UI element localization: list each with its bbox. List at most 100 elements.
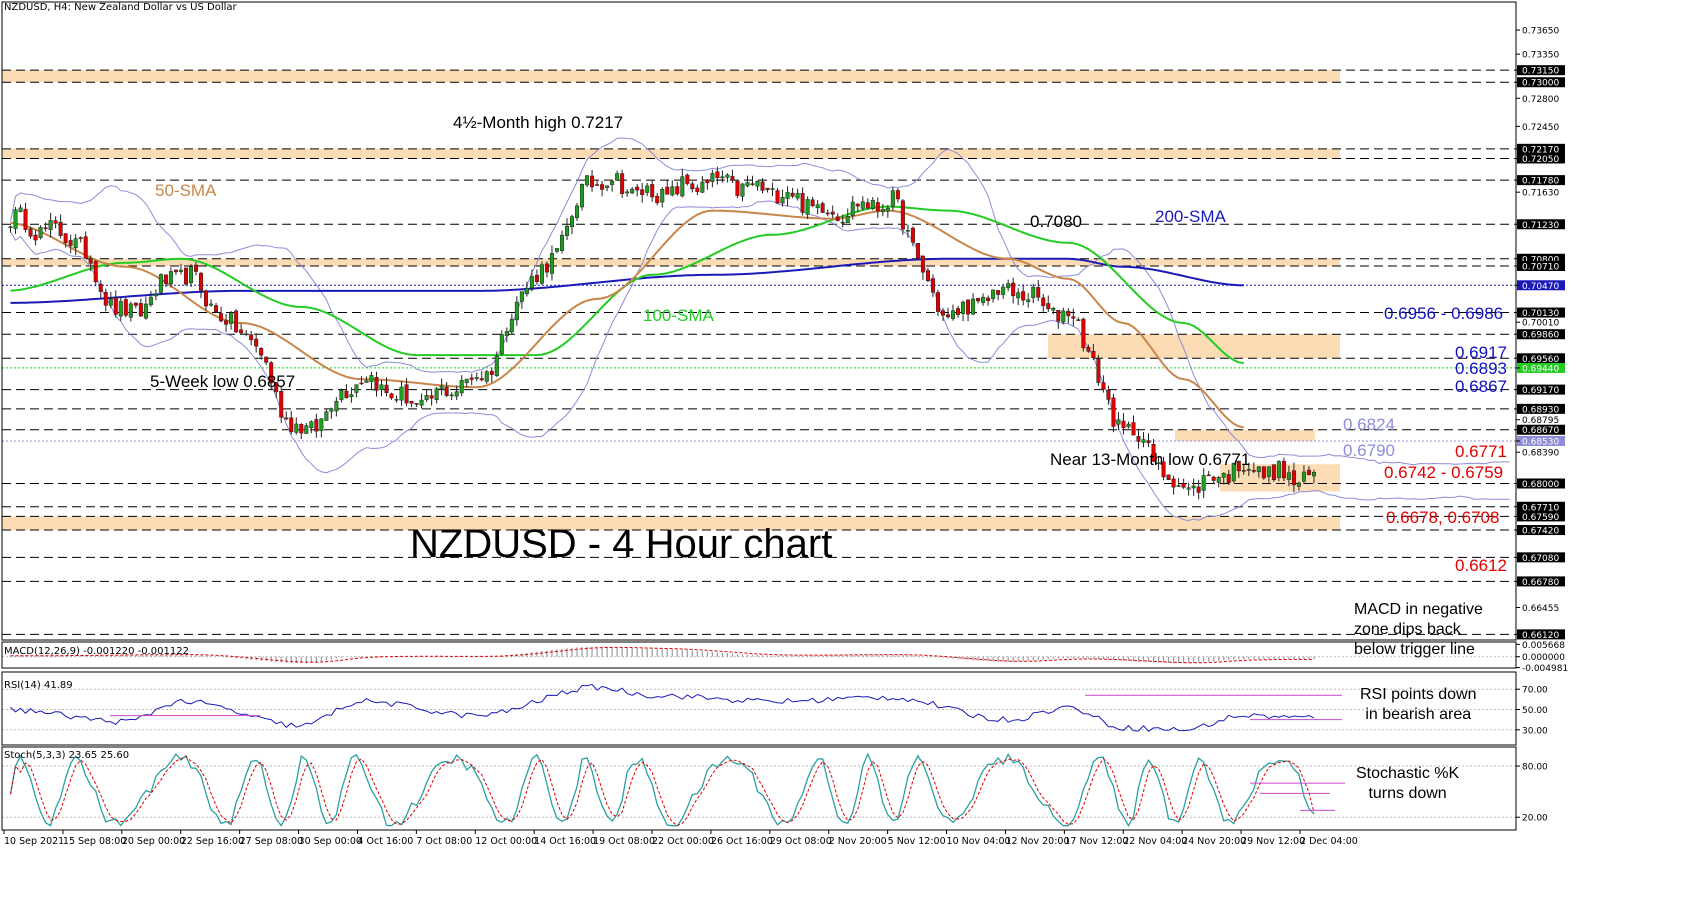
- candle: [675, 181, 680, 196]
- candle-body: [785, 192, 790, 199]
- candle-body: [449, 394, 454, 397]
- candle-body: [680, 176, 685, 197]
- candle-body: [399, 386, 404, 401]
- candle-body: [264, 356, 269, 363]
- candle: [1291, 462, 1296, 493]
- candle: [168, 267, 173, 288]
- candle-body: [48, 220, 53, 230]
- candle: [1096, 354, 1101, 386]
- price-tick-label: 0.72050: [1522, 155, 1559, 165]
- candle-body: [414, 403, 419, 405]
- candle: [1011, 277, 1016, 304]
- candle: [163, 274, 168, 287]
- price-tick-label: 0.73350: [1522, 51, 1559, 61]
- candle: [760, 178, 765, 194]
- candle-body: [178, 269, 183, 272]
- price-tag-bg: [1517, 219, 1565, 230]
- candle-body: [905, 230, 910, 232]
- candle: [1091, 343, 1096, 360]
- label-sma100: 100-SMA: [643, 306, 714, 325]
- x-tick-label: 29 Nov 12:00: [1241, 836, 1305, 847]
- candle-body: [790, 192, 795, 197]
- candle: [1106, 385, 1111, 405]
- candle: [940, 307, 945, 322]
- candle-body: [655, 196, 660, 204]
- candle: [1051, 306, 1056, 315]
- candle-body: [234, 310, 239, 333]
- candle-body: [590, 175, 595, 188]
- candle: [885, 205, 890, 218]
- candle-body: [404, 384, 409, 404]
- candle: [1101, 375, 1106, 393]
- candle-body: [204, 290, 209, 307]
- candle-body: [113, 297, 118, 315]
- candle: [314, 413, 319, 438]
- candle: [158, 273, 163, 295]
- x-tick-label: 15 Sep 08:00: [63, 836, 126, 847]
- candle-body: [1081, 318, 1086, 349]
- candle: [895, 188, 900, 203]
- candle-body: [1291, 470, 1296, 486]
- candle: [580, 183, 585, 211]
- candle: [690, 181, 695, 193]
- candle-body: [690, 183, 695, 190]
- candle: [414, 403, 419, 407]
- candle: [925, 267, 930, 283]
- candle-body: [469, 377, 474, 380]
- price-tag-bg: [1517, 362, 1565, 373]
- candle: [650, 180, 655, 202]
- candle: [845, 208, 850, 223]
- candle: [514, 296, 519, 326]
- candle-body: [800, 192, 805, 213]
- candle: [38, 225, 43, 240]
- stoch-tick-label: 80.00: [1522, 763, 1548, 773]
- candle: [449, 392, 454, 401]
- candle: [1281, 457, 1286, 482]
- candle: [961, 300, 966, 322]
- candle-body: [459, 380, 464, 394]
- candle-body: [143, 303, 148, 319]
- candle: [810, 196, 815, 208]
- candle: [93, 259, 98, 287]
- candle: [264, 356, 269, 365]
- candle: [23, 202, 28, 233]
- candle: [133, 302, 138, 309]
- candle: [1056, 309, 1061, 329]
- x-tick-label: 12 Nov 20:00: [1005, 836, 1069, 847]
- candle: [13, 206, 18, 234]
- candle-body: [474, 377, 479, 379]
- candle-body: [1126, 423, 1131, 428]
- sma200-line: [10, 257, 1244, 304]
- price-tag-bg: [1517, 77, 1565, 88]
- price-tick-label: 0.66120: [1522, 631, 1559, 641]
- candle-body: [880, 209, 885, 212]
- candle: [1251, 462, 1256, 474]
- candle-body: [539, 264, 544, 284]
- candle-body: [93, 261, 98, 283]
- x-tick-label: 22 Sep 16:00: [181, 836, 244, 847]
- candle-body: [18, 207, 23, 213]
- price-tag-bg: [1517, 552, 1565, 563]
- candle-body: [830, 211, 835, 215]
- candle: [173, 269, 178, 275]
- bollinger-bands: [10, 137, 1510, 522]
- stoch-k-line: [9, 752, 1315, 828]
- candle-body: [138, 303, 143, 317]
- candle: [1126, 421, 1131, 429]
- candle: [1221, 472, 1226, 485]
- candle: [389, 392, 394, 400]
- candle: [1081, 317, 1086, 352]
- candle-body: [269, 362, 274, 384]
- candle-body: [494, 355, 499, 377]
- candle-body: [1026, 299, 1031, 303]
- price-tick-label: 0.69560: [1522, 355, 1559, 365]
- candle: [700, 175, 705, 194]
- candle-body: [981, 296, 986, 303]
- rsi-tick-label: 30.00: [1522, 726, 1548, 736]
- candle-body: [775, 190, 780, 204]
- candle-body: [374, 376, 379, 391]
- x-tick-label: 22 Nov 04:00: [1123, 836, 1187, 847]
- price-tag-bg: [1517, 153, 1565, 164]
- candle-body: [966, 299, 971, 315]
- candle-body: [429, 395, 434, 399]
